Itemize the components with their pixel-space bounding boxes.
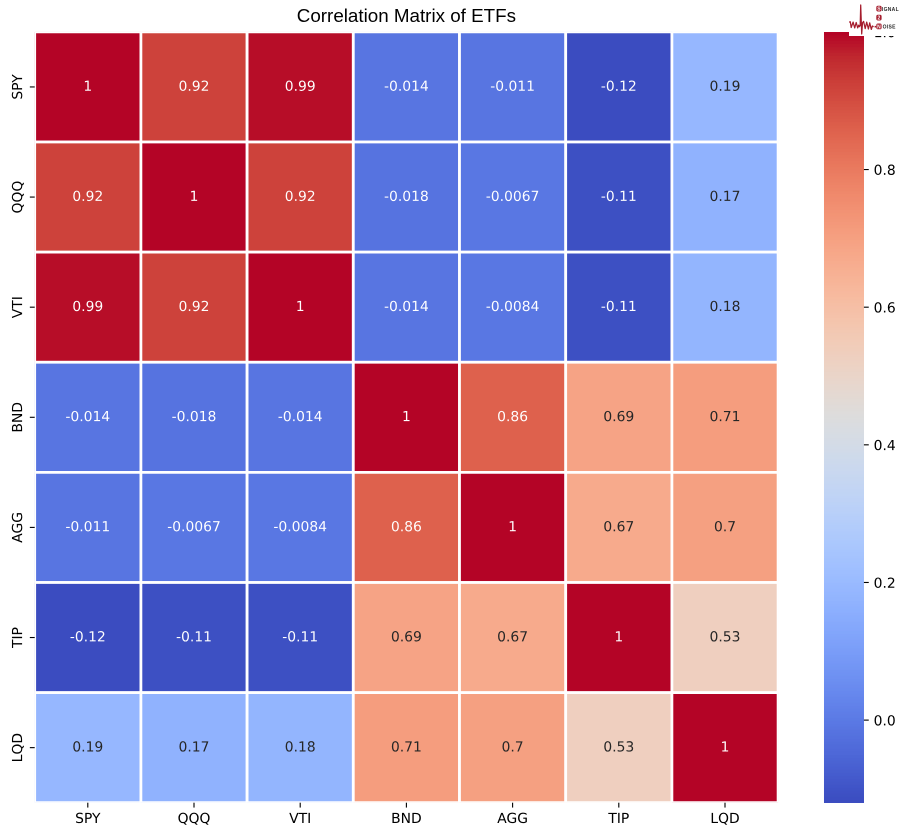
svg-text:S: S [877, 6, 881, 12]
svg-text:N: N [877, 24, 881, 30]
svg-text:OISE: OISE [883, 25, 897, 31]
svg-text:2: 2 [878, 15, 881, 21]
svg-text:IGNAL: IGNAL [882, 7, 899, 13]
